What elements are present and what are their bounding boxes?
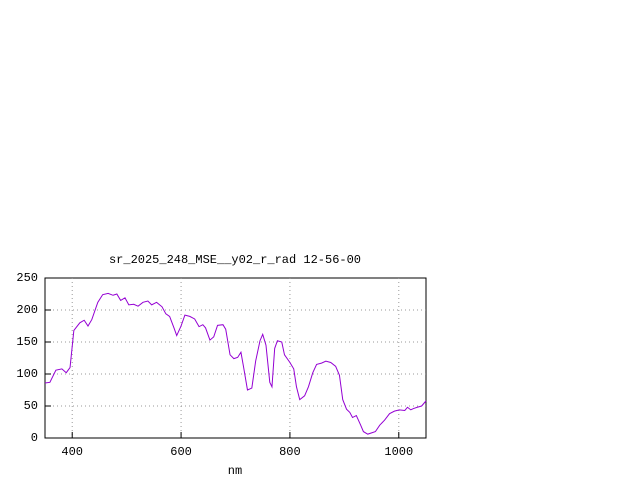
data-line [44,292,427,435]
plot-frame [44,277,427,439]
y-tick-label: 250 [16,271,38,285]
y-tick-label: 100 [16,367,38,381]
x-tick-label: 1000 [384,445,413,459]
x-tick-label: 600 [170,445,192,459]
y-tick-label: 0 [31,431,38,445]
y-tick-label: 50 [24,399,38,413]
x-axis-label: nm [228,464,242,478]
x-tick-label: 400 [61,445,83,459]
chart-title: sr_2025_248_MSE__y02_r_rad 12-56-00 [109,253,361,267]
x-tick-label: 800 [279,445,301,459]
y-tick-label: 150 [16,335,38,349]
y-tick-label: 200 [16,303,38,317]
